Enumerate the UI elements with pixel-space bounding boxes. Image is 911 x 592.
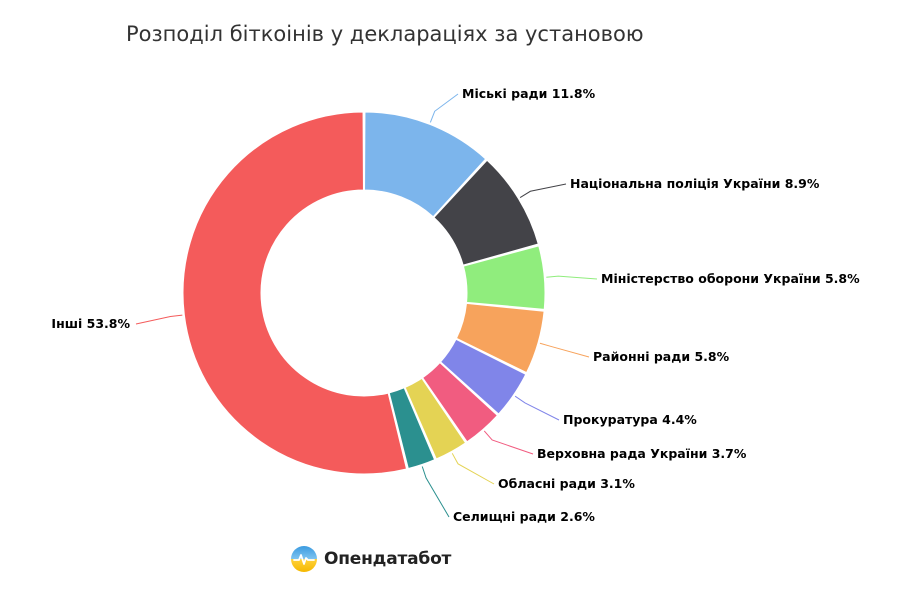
- slice-labels: Міські ради 11.8% Національна поліція Укр…: [51, 86, 860, 524]
- slice-label-2: Національна поліція України 8.9%: [570, 176, 820, 191]
- donut-slices: [182, 111, 546, 475]
- slice-8[interactable]: [388, 387, 436, 470]
- connector-7: [451, 453, 495, 485]
- slice-label-1: Міські ради 11.8%: [462, 86, 596, 101]
- slice-label-8: Селищні ради 2.6%: [453, 509, 595, 524]
- chart-title: Розподіл біткоінів у деклараціях за уста…: [126, 22, 644, 46]
- connector-2: [519, 183, 567, 198]
- slice-3[interactable]: [462, 245, 546, 310]
- slice-1[interactable]: [364, 111, 487, 218]
- connector-5: [514, 395, 560, 421]
- slice-label-5: Прокуратура 4.4%: [563, 412, 697, 427]
- slice-4[interactable]: [455, 302, 545, 374]
- connector-3: [546, 275, 598, 280]
- connector-6: [483, 430, 534, 455]
- brand-name: Опендатабот: [324, 549, 452, 569]
- slice-7[interactable]: [404, 377, 467, 460]
- slice-2[interactable]: [433, 159, 539, 266]
- opendatabot-logo-icon: [291, 546, 317, 572]
- slice-label-6: Верховна рада України 3.7%: [537, 446, 747, 461]
- slice-label-9: Інші 53.8%: [51, 316, 130, 331]
- connector-8: [421, 466, 450, 518]
- label-connectors: [135, 93, 598, 518]
- slice-label-3: Міністерство оборони України 5.8%: [601, 271, 860, 286]
- slice-9[interactable]: [182, 111, 408, 475]
- slice-5[interactable]: [439, 338, 527, 415]
- connector-4: [539, 342, 590, 358]
- brand: Опендатабот: [290, 543, 451, 575]
- connector-1: [429, 93, 459, 123]
- slice-6[interactable]: [421, 361, 499, 443]
- connector-9: [135, 314, 183, 325]
- slice-label-4: Районні ради 5.8%: [593, 349, 730, 364]
- slice-label-7: Обласні ради 3.1%: [498, 476, 635, 491]
